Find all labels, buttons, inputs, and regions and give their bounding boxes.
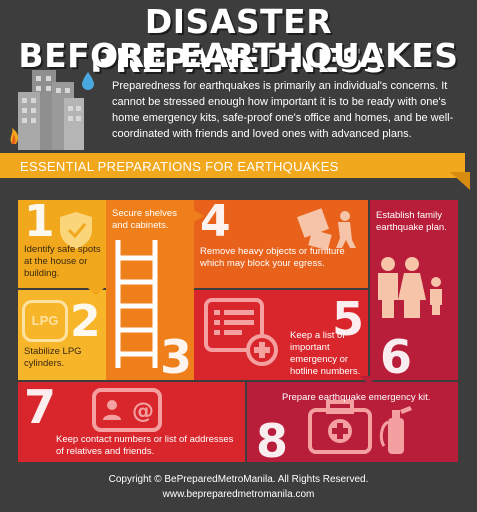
tile-1 (18, 200, 106, 288)
intro-paragraph: Preparedness for earthquakes is primaril… (112, 80, 454, 140)
step-number-3: 3 (160, 330, 193, 384)
tile-5 (194, 290, 368, 380)
section-title: ESSENTIAL PREPARATIONS FOR EARTHQUAKES (20, 159, 339, 174)
lpg-cylinder-icon: LPG (22, 300, 68, 342)
step-label-3: Secure shelves and cabinets. (112, 208, 177, 231)
moving-furniture-icon (297, 208, 356, 251)
step-number-5: 5 (332, 292, 365, 346)
buildings-icon (10, 70, 94, 150)
at-sign-icon: @ (132, 399, 154, 424)
section-banner (0, 153, 465, 178)
step-number-1: 1 (24, 196, 55, 247)
step-label-6: Establish family earthquake plan. (376, 210, 447, 233)
banner-arrow-icon (450, 172, 470, 190)
step-label-2: Stabilize LPG cylinders. (24, 346, 82, 369)
step-number-8: 8 (256, 414, 289, 468)
first-aid-kit-icon (308, 400, 372, 454)
footer-copyright: Copyright © BePreparedMetroManila. All R… (108, 474, 369, 485)
step-label-1: Identify safe spots at the house or buil… (24, 244, 101, 279)
shield-icon (60, 212, 92, 249)
step-number-6: 6 (380, 330, 413, 384)
step-label-7: Keep contact numbers or list of addresse… (56, 434, 234, 457)
step-number-2: 2 (70, 296, 101, 347)
contact-card-icon (92, 388, 162, 432)
footer-url[interactable]: www.bepreparedmetromanila.com (162, 489, 315, 500)
tile-3 (106, 200, 194, 380)
lpg-icon-text: LPG (31, 313, 59, 328)
tile-7 (18, 382, 245, 462)
page-title-line2: BEFORE EARTHQUAKES (18, 36, 459, 75)
shelf-icon (115, 240, 158, 368)
fire-extinguisher-icon (379, 406, 412, 454)
page-title-line1: DISASTER PREPAREDNESS (90, 2, 387, 80)
step-label-4: Remove heavy objects or furniture which … (200, 246, 345, 269)
step-number-4: 4 (200, 196, 231, 247)
step-label-8: Prepare earthquake emergency kit. (282, 392, 431, 403)
family-icon (378, 257, 442, 318)
list-icon (204, 298, 278, 366)
tile-8 (247, 382, 458, 462)
step-number-7: 7 (24, 380, 57, 434)
step-label-5: Keep a list of important emergency or ho… (290, 330, 361, 377)
